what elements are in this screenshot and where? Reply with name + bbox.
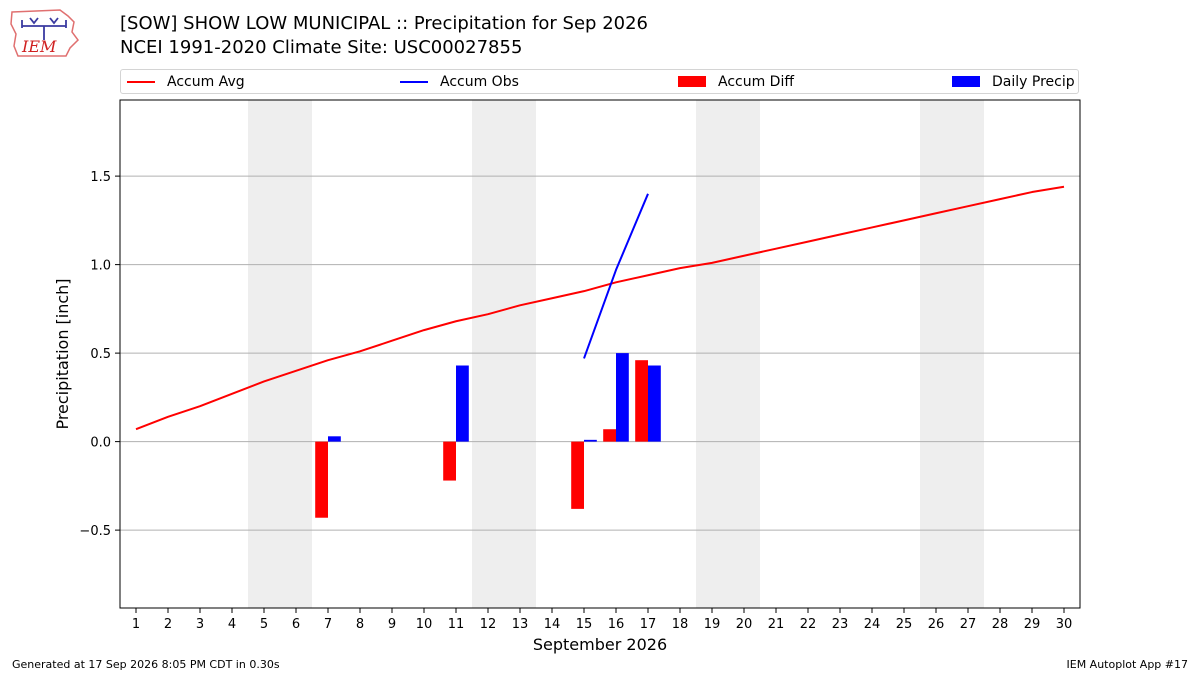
x-tick-label: 14 bbox=[544, 617, 561, 632]
x-tick-label: 18 bbox=[672, 617, 689, 632]
x-tick-label: 8 bbox=[356, 617, 364, 632]
x-tick-label: 21 bbox=[768, 617, 785, 632]
legend-label: Accum Avg bbox=[167, 73, 245, 90]
x-tick-label: 16 bbox=[608, 617, 625, 632]
x-tick-label: 7 bbox=[324, 617, 332, 632]
x-tick-label: 29 bbox=[1024, 617, 1041, 632]
accum-diff-bar bbox=[571, 441, 584, 509]
chart-legend: Accum Avg Accum Obs Accum Diff Daily Pre… bbox=[120, 69, 1079, 94]
y-tick-label: −0.5 bbox=[79, 524, 111, 539]
accum-diff-bar bbox=[635, 360, 648, 442]
y-tick-label: 1.5 bbox=[90, 170, 111, 185]
x-tick-label: 6 bbox=[292, 617, 300, 632]
footer-generated-text: Generated at 17 Sep 2026 8:05 PM CDT in … bbox=[12, 658, 280, 671]
logo-text: IEM bbox=[21, 37, 57, 56]
accum-avg-line bbox=[135, 185, 1065, 431]
x-tick-label: 23 bbox=[832, 617, 849, 632]
daily-precip-bar bbox=[328, 436, 341, 442]
x-tick-label: 24 bbox=[864, 617, 881, 632]
y-tick-label: 1.0 bbox=[90, 259, 111, 274]
x-tick-label: 10 bbox=[416, 617, 433, 632]
accum-diff-bar bbox=[315, 441, 328, 518]
plot-frame bbox=[119, 99, 1081, 609]
iem-logo: IEM bbox=[10, 9, 79, 57]
weekend-shade bbox=[472, 100, 536, 608]
legend-swatch bbox=[127, 80, 155, 83]
y-axis-label: Precipitation [inch] bbox=[53, 278, 72, 429]
daily-precip-bar bbox=[584, 439, 597, 442]
chart-title: [SOW] SHOW LOW MUNICIPAL :: Precipitatio… bbox=[120, 13, 649, 34]
x-tick-label: 17 bbox=[640, 617, 657, 632]
x-tick-label: 26 bbox=[928, 617, 945, 632]
y-tick-label: 0.0 bbox=[90, 436, 111, 451]
x-tick-label: 25 bbox=[896, 617, 913, 632]
x-tick-label: 28 bbox=[992, 617, 1009, 632]
x-tick-label: 4 bbox=[228, 617, 236, 632]
x-tick-label: 1 bbox=[132, 617, 140, 632]
legend-label: Accum Obs bbox=[440, 73, 519, 90]
chart-subtitle: NCEI 1991-2020 Climate Site: USC00027855 bbox=[120, 37, 523, 58]
x-tick-label: 5 bbox=[260, 617, 268, 632]
weekend-shade bbox=[920, 100, 984, 608]
legend-swatch bbox=[400, 80, 428, 83]
x-tick-label: 11 bbox=[448, 617, 465, 632]
accum-obs-line bbox=[583, 193, 649, 359]
x-tick-label: 15 bbox=[576, 617, 593, 632]
daily-precip-bar bbox=[456, 365, 469, 442]
legend-swatch bbox=[952, 76, 980, 87]
footer-app-text: IEM Autoplot App #17 bbox=[1066, 658, 1189, 671]
accum-diff-bar bbox=[603, 429, 616, 442]
x-tick-label: 13 bbox=[512, 617, 529, 632]
legend-item-accum-diff: Accum Diff bbox=[678, 70, 794, 93]
legend-label: Accum Diff bbox=[718, 73, 795, 90]
y-tick-label: 0.5 bbox=[90, 347, 111, 362]
x-tick-label: 27 bbox=[960, 617, 977, 632]
x-tick-label: 20 bbox=[736, 617, 753, 632]
weekend-shade bbox=[696, 100, 760, 608]
legend-label: Daily Precip bbox=[992, 73, 1075, 90]
legend-item-accum-obs: Accum Obs bbox=[400, 70, 519, 93]
x-tick-label: 2 bbox=[164, 617, 172, 632]
x-tick-label: 9 bbox=[388, 617, 396, 632]
x-tick-label: 22 bbox=[800, 617, 817, 632]
x-tick-label: 30 bbox=[1056, 617, 1073, 632]
accum-diff-bar bbox=[443, 441, 456, 481]
legend-item-daily-precip: Daily Precip bbox=[952, 70, 1075, 93]
daily-precip-bar bbox=[616, 353, 629, 442]
iowa-outline-icon bbox=[10, 9, 79, 57]
weather-station-icon bbox=[21, 17, 67, 40]
x-tick-label: 3 bbox=[196, 617, 204, 632]
daily-precip-bar bbox=[648, 365, 661, 442]
weekend-shade bbox=[248, 100, 312, 608]
legend-swatch bbox=[678, 76, 706, 87]
x-tick-label: 19 bbox=[704, 617, 721, 632]
x-axis-label: September 2026 bbox=[533, 635, 667, 654]
x-tick-label: 12 bbox=[480, 617, 497, 632]
legend-item-accum-avg: Accum Avg bbox=[127, 70, 245, 93]
